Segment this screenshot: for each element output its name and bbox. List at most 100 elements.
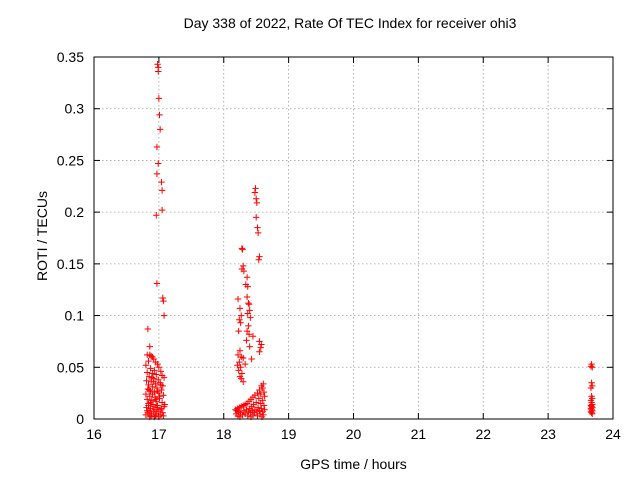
data-point [260, 388, 268, 396]
data-point [255, 256, 262, 263]
data-point [245, 330, 253, 338]
y-axis-label: ROTI / TECUs [34, 191, 50, 281]
data-point [244, 310, 251, 317]
data-point [160, 312, 168, 319]
data-point [237, 319, 244, 327]
data-point [234, 362, 241, 369]
axis-ticks: 16 17 18 19 20 21 22 23 24 0 0.05 0.1 0.15 0.2 0.25 0.3… [57, 49, 621, 442]
data-point [252, 195, 260, 202]
data-point [252, 214, 260, 221]
x-axis-label: GPS time / hours [300, 456, 407, 472]
data-point [244, 283, 251, 290]
data-point [161, 401, 168, 408]
data-point [142, 362, 150, 369]
data-point [244, 412, 251, 420]
data-point [156, 111, 163, 119]
data-point [587, 384, 595, 392]
data-point [143, 377, 150, 384]
data-point [149, 390, 156, 398]
data-point [234, 351, 242, 359]
data-point [160, 392, 167, 399]
data-point [236, 305, 244, 312]
data-point [257, 344, 264, 351]
x-tick-label: 21 [411, 426, 427, 442]
data-point [232, 406, 239, 413]
y-tick-label: 0.05 [57, 359, 84, 375]
data-point [252, 185, 259, 192]
data-point [145, 357, 152, 365]
data-point [149, 383, 156, 391]
data-point [158, 405, 165, 412]
data-point [240, 378, 247, 385]
data-point [257, 390, 264, 398]
x-tick-label: 17 [151, 426, 167, 442]
data-point [255, 395, 262, 402]
data-point [152, 412, 159, 420]
data-point [249, 333, 257, 340]
data-point [148, 374, 155, 381]
data-point [159, 294, 166, 302]
data-point [149, 403, 157, 410]
data-point [243, 293, 251, 301]
data-point [245, 300, 253, 308]
data-point [152, 396, 159, 403]
data-point [160, 374, 168, 381]
data-point [153, 170, 161, 178]
data-point [153, 212, 160, 219]
data-point [243, 337, 250, 344]
data-point [155, 364, 163, 371]
x-tick-label: 18 [216, 426, 232, 442]
data-point [257, 400, 264, 407]
data-point [243, 274, 251, 281]
data-point [254, 404, 262, 411]
x-tick-label: 23 [540, 426, 556, 442]
data-point [261, 393, 268, 400]
y-tick-label: 0.15 [57, 256, 84, 272]
data-point [235, 327, 242, 335]
data-point [149, 370, 156, 377]
data-point [147, 399, 154, 406]
data-point [241, 360, 249, 368]
y-tick-label: 0.2 [65, 204, 85, 220]
y-tick-label: 0.35 [57, 49, 84, 65]
y-tick-label: 0.25 [57, 152, 84, 168]
data-point [258, 341, 265, 348]
y-tick-label: 0 [76, 411, 84, 427]
data-point [154, 360, 161, 368]
data-point [156, 393, 163, 400]
data-point [238, 245, 246, 252]
data-point [247, 314, 254, 321]
data-point [235, 367, 242, 374]
data-point [146, 343, 153, 350]
data-point [239, 246, 246, 253]
data-point [147, 365, 154, 372]
data-point [588, 379, 595, 386]
data-point [158, 187, 166, 194]
data-point [254, 229, 262, 237]
data-point [160, 297, 167, 305]
data-point [254, 224, 261, 231]
data-point [259, 384, 266, 392]
data-point [157, 381, 165, 389]
x-tick-label: 19 [281, 426, 297, 442]
data-point [154, 61, 161, 68]
data-point [248, 355, 255, 363]
data-point [142, 390, 150, 398]
data-point [240, 354, 247, 362]
data-point [236, 316, 243, 323]
chart-title: Day 338 of 2022, Rate Of TEC Index for r… [183, 15, 517, 31]
data-point [144, 325, 152, 333]
data-points [142, 61, 596, 421]
data-point [158, 178, 165, 186]
data-point [145, 381, 152, 389]
data-point [246, 343, 253, 350]
data-point [160, 412, 167, 420]
data-point [245, 299, 252, 307]
data-point [240, 267, 248, 275]
data-point [155, 160, 162, 167]
data-point [256, 253, 263, 260]
grid-lines [94, 57, 613, 419]
x-tick-label: 24 [605, 426, 621, 442]
data-point [154, 387, 161, 395]
data-point [143, 396, 151, 403]
